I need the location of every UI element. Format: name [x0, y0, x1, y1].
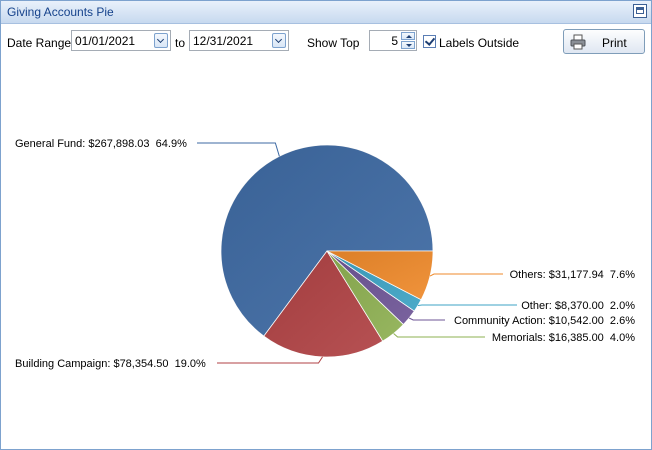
slice-label: Community Action: $10,542.00 2.6%: [454, 315, 635, 327]
slice-label: Memorials: $16,385.00 4.0%: [492, 332, 635, 344]
show-top-label: Show Top: [307, 36, 360, 50]
pie-slice-shading: [327, 251, 404, 342]
date-range-label: Date Range: [7, 36, 72, 50]
start-date-value: 01/01/2021: [75, 34, 136, 48]
chevron-down-icon[interactable]: [154, 33, 168, 48]
pie-chart: General Fund: $267,898.03 64.9% Building …: [15, 138, 636, 370]
printer-icon: [570, 34, 586, 50]
slice-label: General Fund: $267,898.03 64.9%: [15, 138, 187, 150]
toolbar: Date Range 01/01/2021 to 12/31/2021 Show…: [1, 24, 651, 64]
pie-slice-shading: [221, 145, 433, 337]
labels-outside-label: Labels Outside: [439, 36, 520, 50]
pie-slice-shading: [263, 251, 383, 357]
leader-line: [408, 317, 445, 321]
leader-line: [217, 356, 323, 364]
slice-label: Building Campaign: $78,354.50 19.0%: [15, 358, 206, 370]
pie-slice-shading: [327, 251, 433, 300]
maximize-icon[interactable]: [633, 4, 647, 18]
to-label: to: [175, 36, 186, 50]
labels-outside-checkbox[interactable]: [423, 35, 436, 48]
end-date-picker[interactable]: 12/31/2021: [189, 30, 289, 51]
print-button[interactable]: Print: [563, 29, 645, 54]
spin-up-icon[interactable]: [401, 32, 415, 40]
show-top-spinner[interactable]: 5: [369, 30, 417, 51]
leader-line: [197, 142, 280, 157]
slice-label: Others: $31,177.94 7.6%: [510, 269, 636, 281]
title-bar: Giving Accounts Pie: [1, 1, 651, 24]
end-date-value: 12/31/2021: [193, 34, 254, 48]
spin-down-icon[interactable]: [401, 41, 415, 49]
slice-label: Other: $8,370.00 2.0%: [521, 300, 635, 312]
start-date-picker[interactable]: 01/01/2021: [71, 30, 171, 51]
leader-line: [429, 273, 503, 277]
leader-line: [393, 333, 485, 338]
show-top-value: 5: [391, 34, 398, 48]
window-title: Giving Accounts Pie: [7, 5, 114, 19]
print-label: Print: [602, 36, 627, 50]
chevron-down-icon[interactable]: [272, 33, 286, 48]
pie-slice-shading: [327, 251, 422, 312]
pie-slice-shading: [327, 251, 415, 325]
